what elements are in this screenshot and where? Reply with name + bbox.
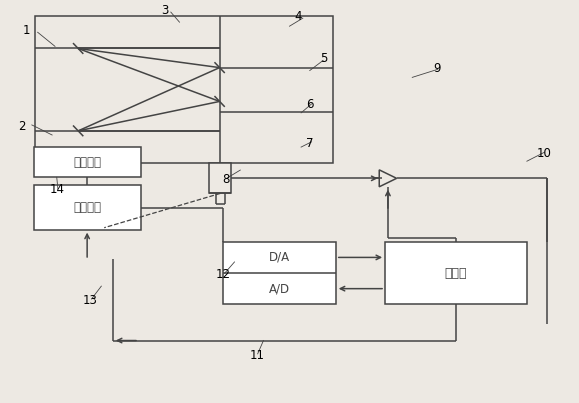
Text: 5: 5 <box>321 52 328 65</box>
Text: 6: 6 <box>306 98 313 111</box>
Bar <box>209 163 231 193</box>
Text: 11: 11 <box>250 349 265 362</box>
Text: 2: 2 <box>19 120 25 133</box>
Text: 12: 12 <box>215 268 230 281</box>
Text: 计算机: 计算机 <box>445 266 467 280</box>
Bar <box>35 16 333 163</box>
Text: 1: 1 <box>23 24 30 37</box>
Text: 10: 10 <box>537 147 552 160</box>
Bar <box>385 242 527 304</box>
Bar <box>34 185 141 230</box>
Text: 3: 3 <box>162 4 168 17</box>
Bar <box>223 242 336 304</box>
Text: 7: 7 <box>306 137 313 150</box>
Text: 13: 13 <box>82 294 97 307</box>
Text: 8: 8 <box>222 173 229 186</box>
Text: 9: 9 <box>434 62 441 75</box>
Text: 14: 14 <box>49 183 64 196</box>
Text: 4: 4 <box>295 10 302 23</box>
Text: D/A: D/A <box>269 251 290 264</box>
Text: 正弦机构: 正弦机构 <box>73 156 101 169</box>
Bar <box>34 147 141 177</box>
Text: 步进电机: 步进电机 <box>73 201 101 214</box>
Text: A/D: A/D <box>269 282 290 295</box>
